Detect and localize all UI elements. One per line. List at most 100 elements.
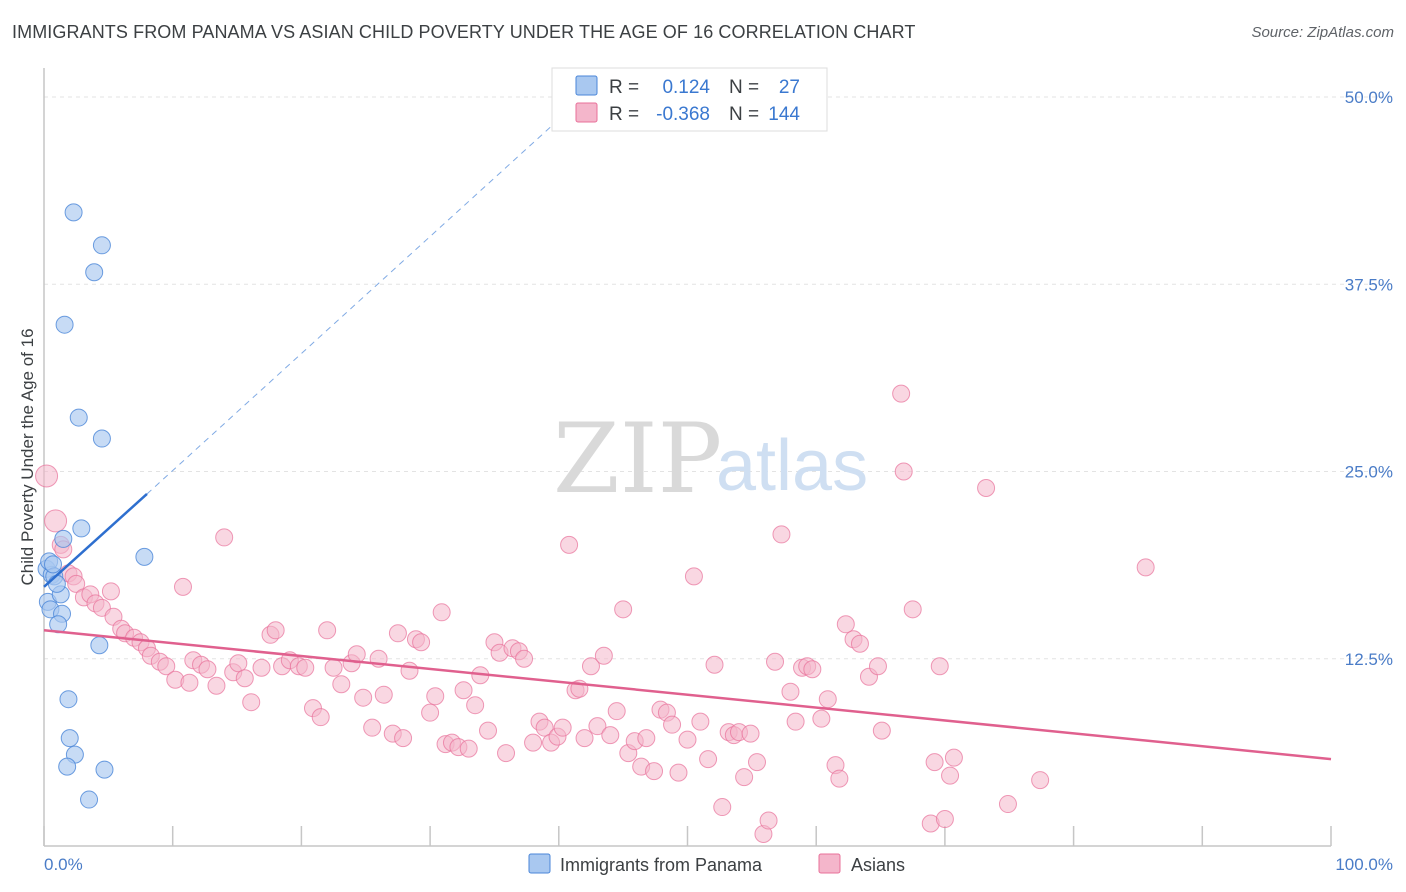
source-label: Source: ZipAtlas.com: [1251, 24, 1394, 41]
panama-point: [72, 519, 91, 538]
chart-title: IMMIGRANTS FROM PANAMA VS ASIAN CHILD PO…: [12, 22, 916, 42]
asians-point: [747, 753, 766, 772]
legend-n-value-panama: 27: [779, 77, 800, 98]
panama-point: [135, 547, 154, 566]
legend-n-label-panama: N =: [729, 77, 759, 98]
asians-point: [426, 687, 445, 706]
asians-point: [207, 676, 226, 695]
panama-point: [69, 408, 88, 427]
asians-point: [772, 525, 791, 544]
asians-point: [35, 464, 59, 488]
asians-point: [332, 675, 351, 694]
asians-point: [229, 654, 248, 673]
asians-point: [535, 718, 554, 737]
asians-point: [691, 712, 710, 731]
asians-point: [781, 682, 800, 701]
asians-point: [645, 762, 664, 781]
watermark-zip: ZIP: [553, 403, 722, 515]
asians-point: [67, 574, 86, 593]
axes: [43, 68, 1332, 847]
asians-point: [318, 621, 337, 640]
panama-point: [44, 555, 63, 574]
panama-point: [55, 315, 74, 334]
asians-point: [412, 633, 431, 652]
asians-point: [941, 766, 960, 785]
asians-point: [663, 715, 682, 734]
asians-point: [432, 603, 451, 622]
asians-point: [44, 509, 68, 533]
panama-point: [64, 203, 83, 222]
panama-point: [60, 729, 79, 748]
asians-point: [872, 721, 891, 740]
asians-point: [324, 658, 343, 677]
asians-point: [157, 657, 176, 676]
legend-swatch-panama: [575, 75, 598, 96]
asians-point: [684, 567, 703, 586]
legend-box: [551, 67, 828, 132]
legend-n-value-asians: 144: [768, 104, 800, 125]
asians-point: [713, 798, 732, 817]
panama-point: [80, 790, 99, 809]
bottom-legend-label-asians: Asians: [851, 855, 905, 875]
bottom-legend-label-panama: Immigrants from Panama: [560, 855, 763, 875]
asians-point: [935, 810, 954, 829]
asians-point: [354, 688, 373, 707]
asians-point: [678, 730, 697, 749]
x-axis-tick-labels: 0.0% 100.0%: [44, 855, 1393, 874]
asians-point: [479, 721, 498, 740]
asians-point: [198, 660, 217, 679]
panama-point: [90, 636, 109, 655]
asians-point: [944, 748, 963, 767]
asians-point: [607, 702, 626, 721]
asians-point: [977, 478, 996, 497]
asians-point: [669, 763, 688, 782]
asians-point: [235, 669, 254, 688]
asians-point: [699, 750, 718, 769]
asians-point: [892, 384, 911, 403]
asians-point: [903, 600, 922, 619]
series-legend: Immigrants from Panama Asians: [528, 853, 905, 875]
asians-point: [930, 657, 949, 676]
asians-point: [524, 733, 543, 752]
asians-point: [515, 649, 534, 668]
asians-point: [601, 726, 620, 745]
asians-point: [925, 753, 944, 772]
asians-point: [311, 708, 330, 727]
bottom-legend-swatch-asians: [818, 853, 841, 874]
panama-point: [59, 690, 78, 709]
asians-trend-line: [43, 629, 1332, 761]
asians-point: [818, 690, 837, 709]
panama-point: [92, 429, 111, 448]
asians-point: [553, 718, 572, 737]
asians-point: [266, 621, 285, 640]
legend-r-label-asians: R =: [609, 104, 639, 125]
asians-point: [374, 685, 393, 704]
trend-lines: [43, 119, 1332, 761]
asians-point: [242, 693, 261, 712]
legend-r-value-asians: -0.368: [656, 104, 710, 125]
x-tick-label-min: 0.0%: [44, 855, 83, 874]
x-axis-ticks: [43, 826, 1332, 846]
asians-point: [786, 712, 805, 731]
asians-point: [400, 661, 419, 680]
asians-point: [1031, 771, 1050, 790]
correlation-legend: R = 0.124 N = 27 R = -0.368 N = 144: [551, 67, 828, 132]
asians-point: [868, 657, 887, 676]
asians-point: [637, 729, 656, 748]
watermark-atlas: atlas: [716, 426, 868, 506]
panama-trend-extension: [146, 119, 560, 495]
y-tick-label-0: 12.5%: [1345, 650, 1393, 669]
y-tick-label-2: 37.5%: [1345, 275, 1393, 294]
asians-point: [998, 795, 1017, 814]
asians-point: [560, 535, 579, 554]
bottom-legend-swatch-panama: [528, 853, 551, 874]
panama-point: [92, 236, 111, 255]
asians-point: [388, 624, 407, 643]
asians-point: [215, 528, 234, 547]
asians-point: [894, 462, 913, 481]
asians-point: [581, 657, 600, 676]
asians-point: [497, 744, 516, 763]
asians-point: [836, 615, 855, 634]
y-axis-label: Child Poverty Under the Age of 16: [18, 328, 37, 585]
